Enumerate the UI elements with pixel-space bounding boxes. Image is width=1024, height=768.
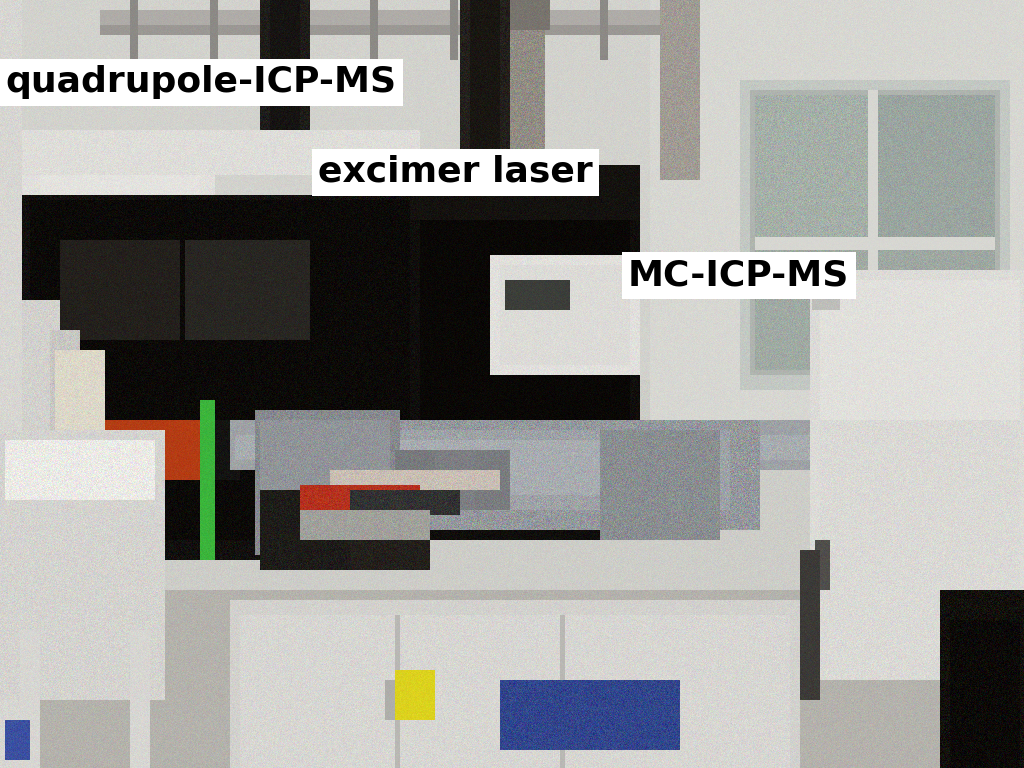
Text: MC-ICP-MS: MC-ICP-MS	[628, 258, 849, 292]
Text: quadrupole-ICP-MS: quadrupole-ICP-MS	[5, 65, 396, 99]
Text: excimer laser: excimer laser	[318, 155, 593, 189]
